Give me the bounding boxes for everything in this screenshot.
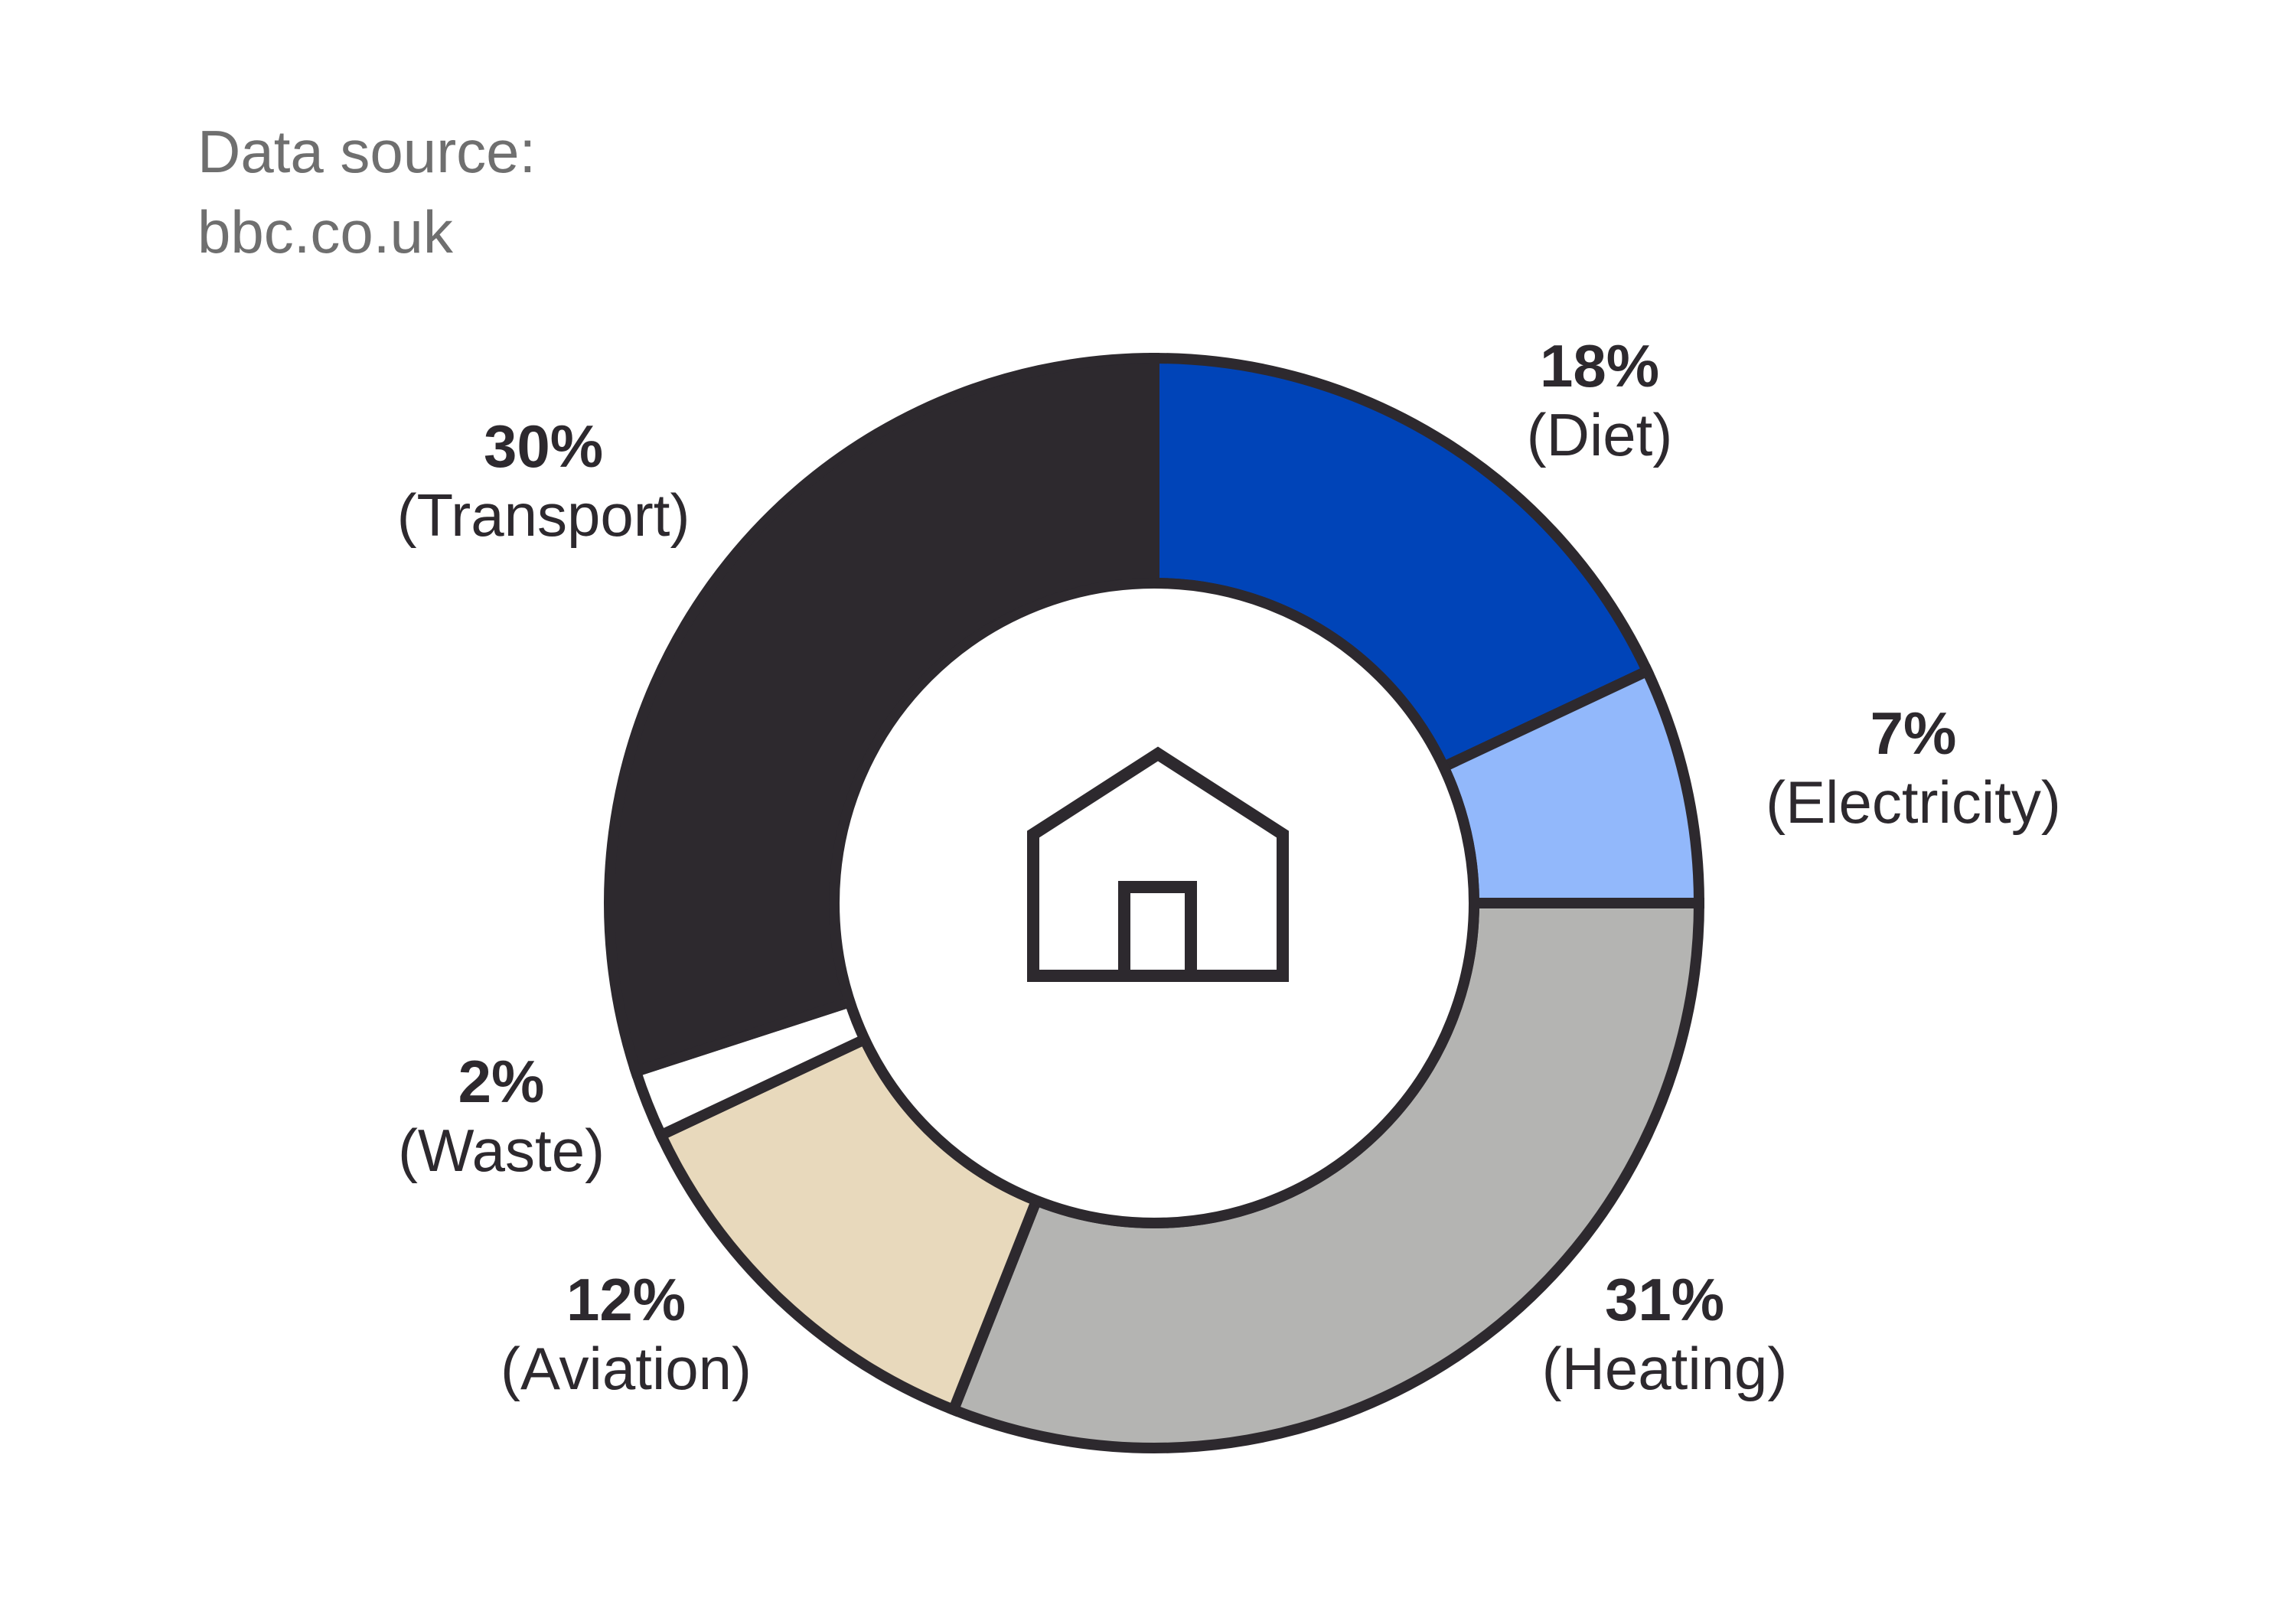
value-label-transport: 30% — [484, 413, 603, 480]
category-label-waste: (Waste) — [398, 1117, 605, 1184]
value-label-diet: 18% — [1540, 332, 1659, 400]
data-source-url: bbc.co.uk — [197, 198, 454, 266]
value-label-electricity: 7% — [1870, 700, 1957, 767]
house-icon — [1027, 746, 1289, 982]
category-label-heating: (Heating) — [1542, 1335, 1788, 1402]
category-label-transport: (Transport) — [397, 481, 690, 549]
value-label-waste: 2% — [458, 1048, 545, 1115]
donut-hole — [829, 578, 1479, 1228]
category-label-diet: (Diet) — [1527, 401, 1673, 468]
category-label-electricity: (Electricity) — [1766, 768, 2061, 836]
value-label-aviation: 12% — [566, 1266, 686, 1333]
slice-labels: 18%(Diet)7%(Electricity)31%(Heating)12%(… — [397, 332, 2061, 1402]
value-label-heating: 31% — [1605, 1266, 1724, 1333]
category-label-aviation: (Aviation) — [501, 1335, 752, 1402]
data-source-label: Data source: — [197, 118, 536, 185]
